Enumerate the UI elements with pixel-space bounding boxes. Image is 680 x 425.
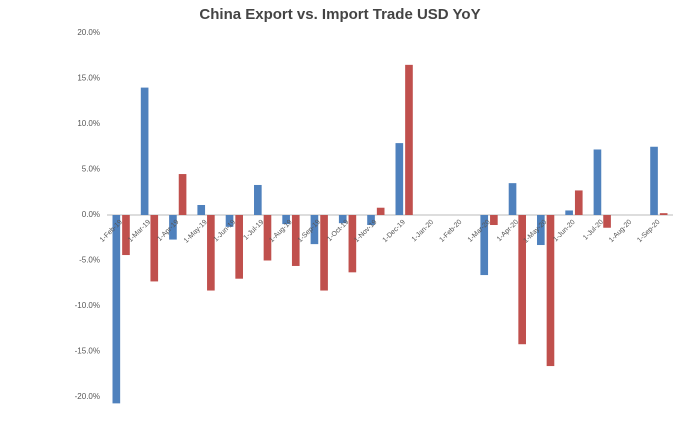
y-tick-label: -15.0% [75, 347, 100, 356]
bar [169, 215, 177, 240]
bar [338, 215, 347, 224]
bar [565, 210, 573, 215]
bar [490, 215, 498, 226]
bar [537, 215, 545, 246]
bar [225, 215, 234, 227]
bar [603, 215, 611, 228]
bar [235, 215, 243, 279]
y-tick-label: -5.0% [79, 256, 100, 265]
chart-title: China Export vs. Import Trade USD YoY [199, 6, 480, 23]
bar [291, 215, 300, 266]
bar [574, 190, 583, 215]
y-tick-label: 10.0% [77, 119, 100, 128]
y-tick-label: -10.0% [75, 301, 100, 310]
x-tick-label: 1-Oct-19 [326, 219, 350, 243]
x-tick-label: 1-Aug-20 [608, 219, 633, 244]
x-tick-label: 1-Apr-19 [156, 219, 180, 243]
x-tick-label: 1-Dec-19 [382, 219, 407, 244]
bar [659, 213, 668, 215]
bar [593, 149, 602, 215]
y-tick-label: 20.0% [77, 28, 100, 37]
bar [282, 215, 290, 225]
x-tick-label: 1-Mar-19 [127, 219, 152, 244]
bar [320, 215, 328, 291]
y-tick-label: 5.0% [82, 165, 100, 174]
bar [376, 207, 385, 215]
bar [140, 87, 149, 215]
x-tick-label: 1-Jan-20 [411, 219, 436, 244]
bar [207, 215, 215, 291]
bar [122, 215, 130, 256]
x-tick-label: 1-Nov-19 [353, 219, 378, 244]
bar [508, 183, 517, 215]
bar [310, 215, 319, 245]
x-tick-label: 1-Sep-20 [636, 219, 661, 244]
x-tick-label: 1-Jun-19 [213, 219, 238, 244]
bar [518, 215, 526, 345]
bar [197, 204, 206, 215]
x-tick-label: 1-Jun-20 [552, 219, 577, 244]
x-tick-label: 1-Apr-20 [496, 219, 520, 243]
bar [178, 174, 187, 215]
bar [395, 143, 404, 215]
bar [480, 215, 489, 276]
x-tick-label: 1-Aug-19 [268, 219, 293, 244]
bar [348, 215, 357, 273]
x-tick-label: 1-Jul-20 [582, 219, 605, 242]
x-tick-label: 1-Mar-20 [467, 219, 492, 244]
y-tick-label: -20.0% [75, 392, 100, 401]
x-tick-label: 1-Jul-19 [243, 219, 266, 242]
bar [650, 146, 658, 215]
bar [254, 184, 262, 215]
x-tick-label: 1-Feb-19 [99, 219, 124, 244]
bar [150, 215, 159, 282]
bar [546, 215, 555, 367]
y-tick-label: 15.0% [77, 74, 100, 83]
y-tick-label: 0.0% [82, 210, 100, 219]
x-tick-label: 1-Feb-20 [438, 219, 463, 244]
bar [405, 64, 413, 215]
bar [367, 215, 375, 226]
x-tick-label: 1-May-19 [183, 219, 209, 245]
bar [112, 215, 121, 404]
bar [263, 215, 272, 261]
